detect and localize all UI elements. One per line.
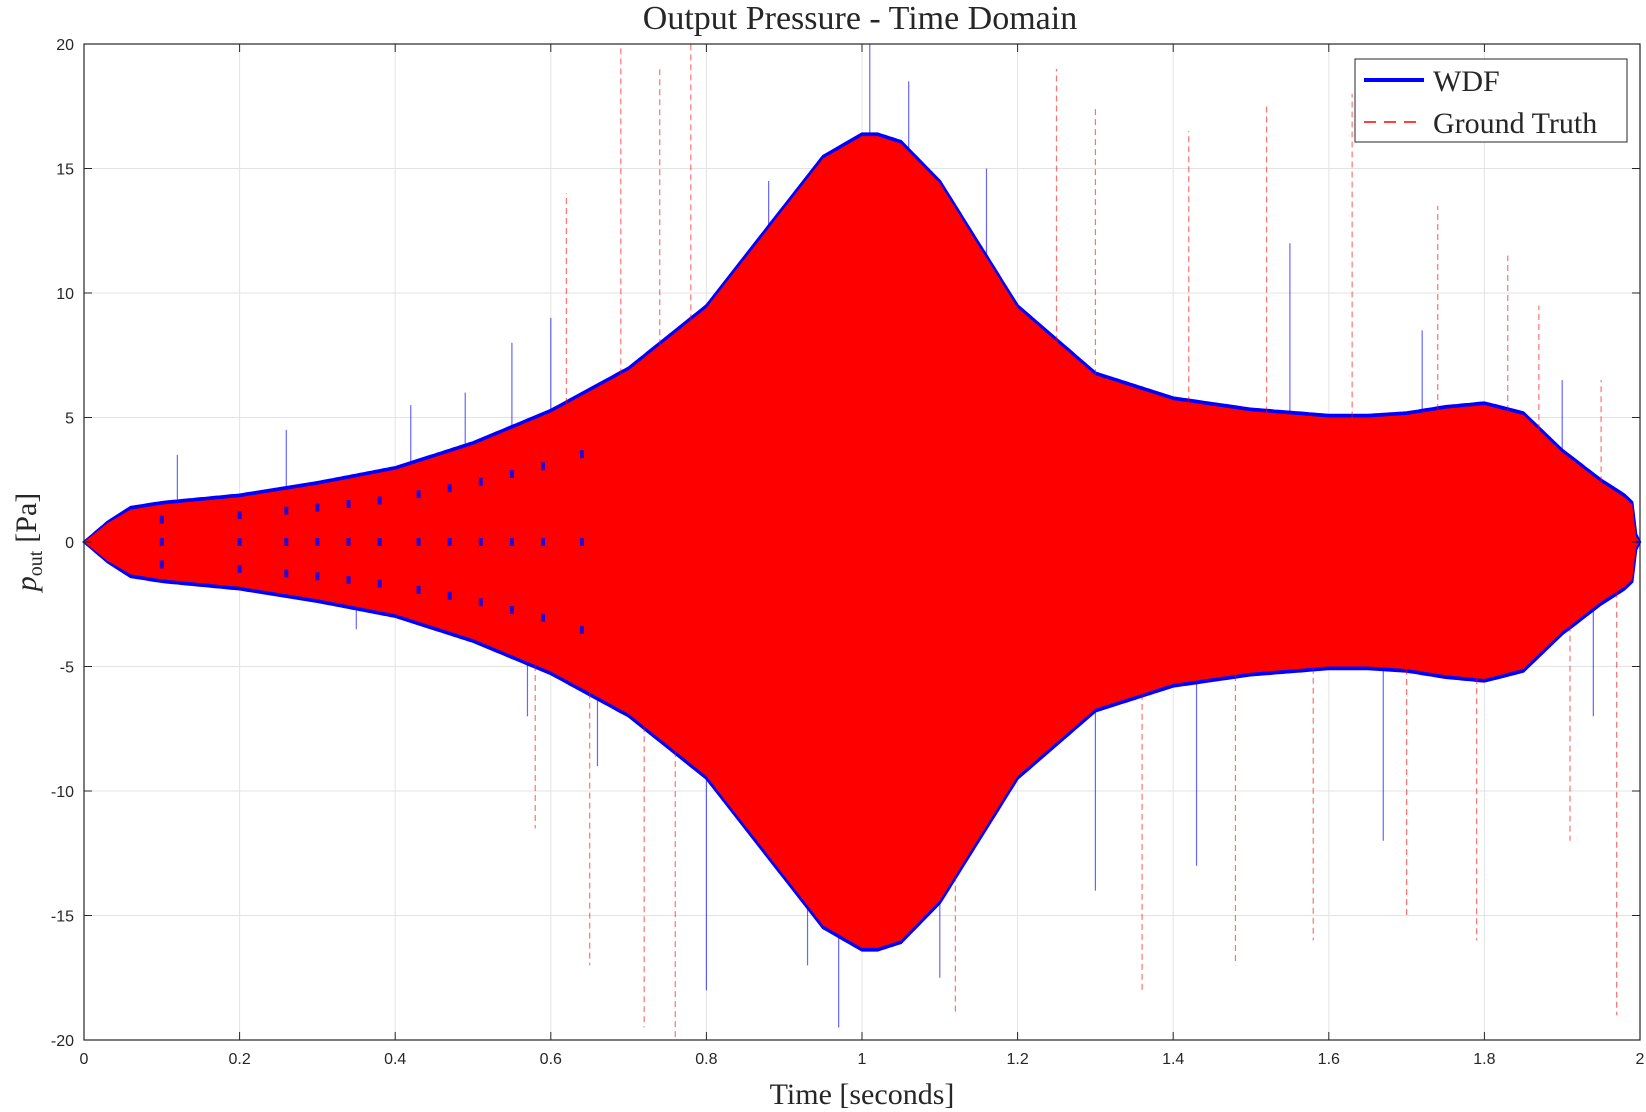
y-tick-label: -5: [60, 660, 74, 677]
y-tick-label: 20: [56, 37, 74, 54]
legend-ground-truth-label: Ground Truth: [1433, 107, 1597, 140]
pattern-dot: [541, 462, 546, 471]
y-tick-label: 15: [56, 162, 74, 179]
y-axis-label-unit: [Pa]: [10, 493, 43, 543]
legend: WDF Ground Truth: [1354, 58, 1628, 143]
pattern-dot: [237, 511, 242, 520]
x-tick-label: 2: [1636, 1051, 1645, 1068]
x-tick-label: 0.2: [228, 1051, 250, 1068]
axis-ticks: [83, 43, 1641, 1041]
pattern-dot: [478, 598, 483, 607]
pattern-dot: [346, 575, 351, 584]
x-tick-label: 0.8: [695, 1051, 717, 1068]
pattern-dot: [447, 484, 452, 493]
legend-wdf-label: WDF: [1433, 65, 1500, 98]
pattern-dot: [315, 572, 320, 581]
x-tick-label: 1.6: [1318, 1051, 1340, 1068]
pattern-dot: [377, 538, 382, 546]
pattern-dot: [284, 506, 289, 515]
y-tick-label: 10: [56, 286, 74, 303]
y-tick-label: 0: [65, 535, 74, 552]
y-tick-label: -10: [51, 784, 74, 801]
x-tick-label: 1: [858, 1051, 867, 1068]
pattern-dot: [579, 538, 584, 546]
ground-truth-envelope: [84, 136, 1640, 948]
pattern-dot: [377, 579, 382, 588]
ground-truth-envelope-area: [84, 136, 1640, 948]
x-tick-label: 1.8: [1473, 1051, 1495, 1068]
x-tick-label: 0.4: [384, 1051, 406, 1068]
pattern-dot: [159, 560, 164, 569]
pattern-dot: [159, 515, 164, 524]
interference-pattern: [159, 450, 584, 634]
y-tick-labels: -20 -15 -10 -5 0 5 10 15 20: [51, 37, 74, 1050]
x-tick-label: 1.4: [1162, 1051, 1184, 1068]
spike-layer: [176, 44, 1618, 1040]
chart-title: Output Pressure - Time Domain: [643, 0, 1077, 37]
pattern-dot: [447, 591, 452, 600]
y-tick-label: -20: [51, 1033, 74, 1050]
pattern-dot: [416, 538, 421, 546]
y-tick-label: 5: [65, 411, 74, 428]
x-axis-label: Time [seconds]: [770, 1078, 955, 1111]
x-tick-label: 0: [80, 1051, 89, 1068]
y-tick-label: -15: [51, 909, 74, 926]
pattern-dot: [284, 538, 289, 546]
pattern-dot: [579, 450, 584, 459]
pattern-dot: [159, 538, 164, 546]
pattern-dot: [509, 470, 514, 479]
x-tick-labels: 0 0.2 0.4 0.6 0.8 1 1.2 1.4 1.6 1.8 2: [80, 1051, 1645, 1068]
pattern-dot: [509, 605, 514, 614]
pattern-dot: [284, 569, 289, 578]
pattern-dot: [346, 500, 351, 509]
pattern-dot: [416, 490, 421, 499]
pattern-dot: [237, 564, 242, 573]
x-tick-label: 0.6: [540, 1051, 562, 1068]
y-axis-label-main: p: [10, 576, 43, 593]
pattern-dot: [509, 538, 514, 546]
y-axis-label: pout [Pa]: [10, 493, 47, 594]
pattern-dot: [579, 625, 584, 634]
pattern-dot: [416, 585, 421, 594]
pattern-dot: [346, 538, 351, 546]
pattern-dot: [541, 613, 546, 622]
pattern-dot: [478, 477, 483, 486]
x-tick-label: 1.2: [1006, 1051, 1028, 1068]
pattern-dot: [315, 503, 320, 512]
pattern-dot: [541, 538, 546, 546]
legend-box: [1354, 58, 1628, 143]
y-axis-label-sub: out: [25, 550, 47, 576]
pattern-dot: [377, 496, 382, 505]
pattern-dot: [478, 538, 483, 546]
pattern-dot: [315, 538, 320, 546]
pattern-dot: [447, 538, 452, 546]
plot-area: [82, 43, 1642, 1041]
pattern-dot: [237, 538, 242, 546]
